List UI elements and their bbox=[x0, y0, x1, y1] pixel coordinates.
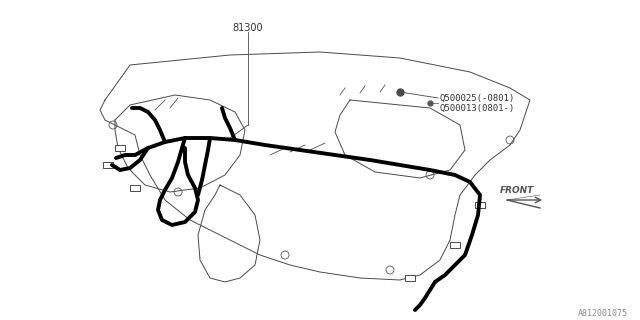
Bar bbox=[115, 145, 125, 151]
Bar bbox=[130, 185, 140, 191]
Text: Q500025(-0801): Q500025(-0801) bbox=[440, 93, 515, 102]
Text: A812001075: A812001075 bbox=[578, 308, 628, 317]
Text: Q500013(0801-): Q500013(0801-) bbox=[440, 103, 515, 113]
Text: FRONT: FRONT bbox=[500, 186, 534, 195]
Text: 81300: 81300 bbox=[233, 23, 263, 33]
Bar bbox=[103, 162, 113, 168]
Bar bbox=[475, 202, 485, 208]
Bar bbox=[405, 275, 415, 281]
Bar bbox=[450, 242, 460, 248]
